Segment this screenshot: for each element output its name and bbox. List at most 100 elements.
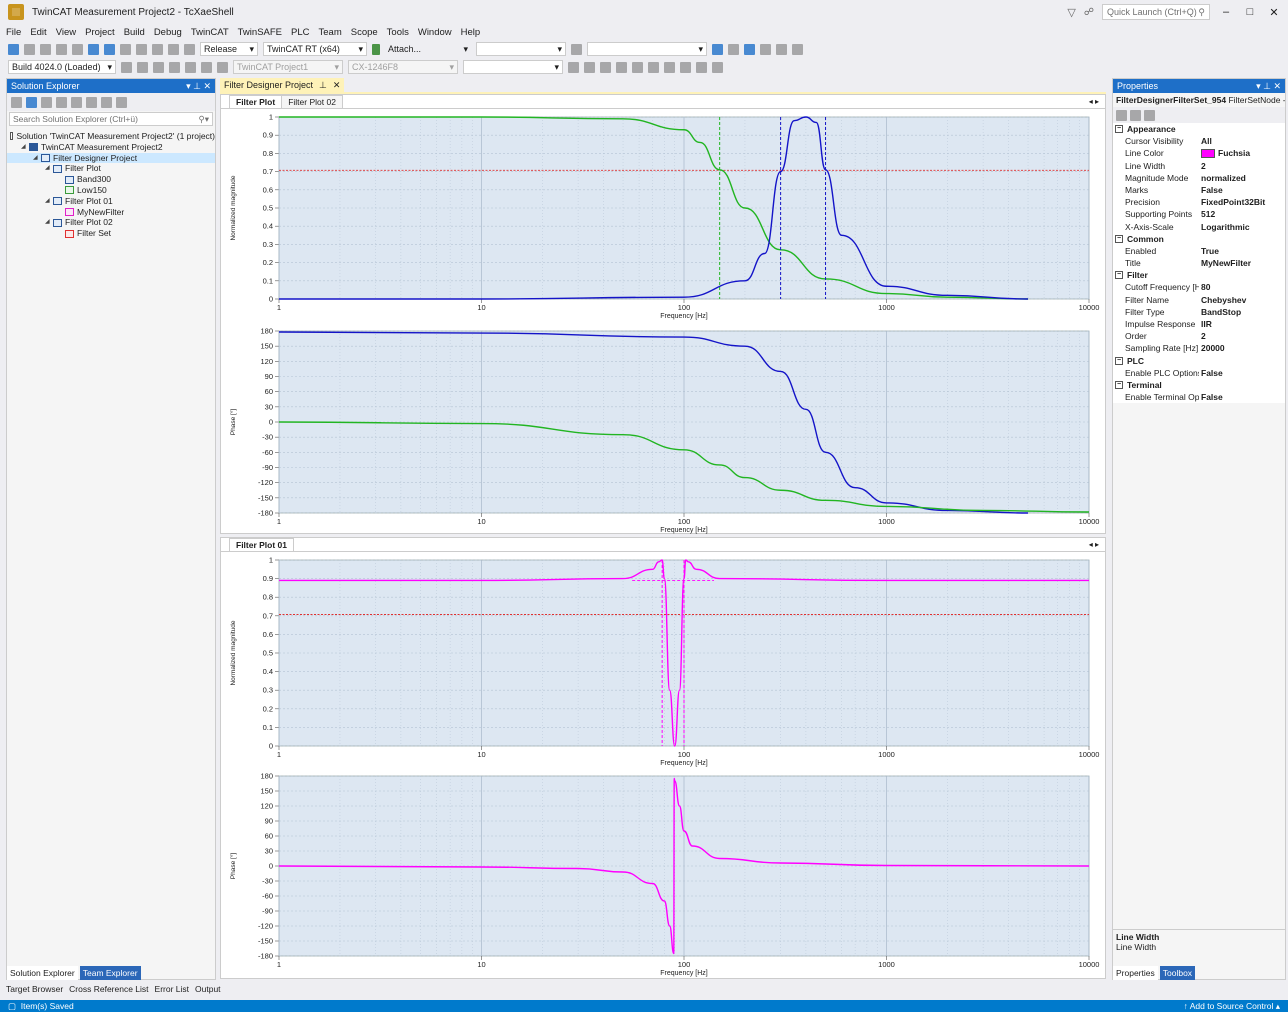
pin-icon[interactable]: ⊥ [319,79,327,90]
tab-target-browser[interactable]: Target Browser [6,984,64,994]
restart-config-icon[interactable] [153,61,164,73]
menu-help[interactable]: Help [460,26,481,38]
tab-error-list[interactable]: Error List [154,984,190,994]
scan-icon[interactable] [185,61,196,73]
property-pages-icon[interactable] [1144,109,1155,121]
minimize-button[interactable]: – [1222,6,1230,18]
target-system-select[interactable]: CX-1246F8 ▾ [348,60,458,74]
filter-icon[interactable]: ▽ [1067,6,1076,19]
save-all-icon[interactable] [104,43,115,55]
collapse-icon[interactable]: − [1115,356,1123,365]
properties-wrench-icon[interactable] [101,96,112,108]
close-icon[interactable]: ✕ [332,79,341,90]
step-into-icon[interactable] [648,61,659,73]
property-row[interactable]: Enable PLC Options False [1113,367,1285,379]
step-out-icon[interactable] [664,61,675,73]
breakpoint-icon[interactable] [680,61,691,73]
new-project-icon[interactable] [40,43,51,55]
menu-project[interactable]: Project [85,26,115,38]
source-control-button[interactable]: ↑ Add to Source Control ▴ [1183,1000,1280,1011]
paste-icon[interactable] [152,43,163,55]
property-row[interactable]: Cutoff Frequency [Hz]80 [1113,281,1285,293]
find-icon[interactable] [571,43,582,55]
tab-filter-plot-01[interactable]: Filter Plot 01 [229,538,295,551]
write-values-icon[interactable] [696,61,707,73]
switch-views-icon[interactable] [56,96,67,108]
plc-combo[interactable]: ▾ [463,60,563,74]
solution-search-input[interactable]: Search Solution Explorer (Ctrl+ü) ⚲▾ [9,112,213,126]
expand-arrow-icon[interactable]: ◢ [21,143,26,150]
toolbox-icon[interactable] [760,43,771,55]
step-over-icon[interactable] [632,61,643,73]
tree-item[interactable]: ◢ Filter Designer Project [7,152,215,164]
property-row[interactable]: Marks False [1113,184,1285,196]
collapse-icon[interactable]: − [1115,271,1123,280]
tree-item[interactable]: Solution 'TwinCAT Measurement Project2' … [7,131,215,142]
menu-tools[interactable]: Tools [386,26,409,38]
tab-filter-plot[interactable]: Filter Plot [229,95,283,108]
feedback-icon[interactable]: ☍ [1083,6,1094,18]
tree-item[interactable]: Band300 [7,174,215,185]
expand-arrow-icon[interactable]: ◢ [45,197,50,204]
close-button[interactable]: ✕ [1269,6,1279,19]
object-browser-icon[interactable] [744,43,755,55]
property-row[interactable]: Sampling Rate [Hz] 20000 [1113,342,1285,354]
tree-item[interactable]: MyNewFilter [7,207,215,218]
property-row[interactable]: Precision FixedPoint32Bit [1113,196,1285,208]
platform-select[interactable]: TwinCAT RT (x64) ▾ [263,42,367,56]
tab-filter-designer-project[interactable]: Filter Designer Project ⊥ ✕ [220,78,345,92]
property-row[interactable]: Line Width 2 [1113,160,1285,172]
property-row[interactable]: Enabled True [1113,245,1285,257]
property-category[interactable]: − Appearance [1113,123,1285,135]
cut-icon[interactable] [120,43,131,55]
tree-item[interactable]: Low150 [7,185,215,196]
toggle-free-run-icon[interactable] [201,61,212,73]
tab-team-explorer[interactable]: Team Explorer [79,966,141,980]
quick-launch-input[interactable]: Quick Launch (Ctrl+Q) ⚲ [1102,4,1210,20]
logout-icon[interactable] [616,61,627,73]
tab-scroll-icon[interactable]: ◂ ▸ [1088,540,1099,549]
menu-view[interactable]: View [55,26,77,38]
menu-team[interactable]: Team [318,26,342,38]
expand-arrow-icon[interactable]: ◢ [45,219,50,226]
tab-filter-plot-02[interactable]: Filter Plot 02 [281,95,343,108]
reload-devices-icon[interactable] [169,61,180,73]
menu-twincat[interactable]: TwinCAT [190,26,229,38]
tab-toolbox[interactable]: Toolbox [1159,966,1196,980]
tab-properties[interactable]: Properties [1113,966,1158,980]
tab-output[interactable]: Output [195,984,221,994]
home-icon[interactable] [41,96,52,108]
attach-button[interactable]: Attach... ▾ [388,43,468,55]
properties-object-select[interactable]: FilterDesignerFilterSet_954 FilterSetNod… [1116,95,1285,105]
property-row[interactable]: Title MyNewFilter [1113,257,1285,269]
tab-solution-explorer[interactable]: Solution Explorer [7,966,78,980]
configuration-select[interactable]: Release ▾ [200,42,258,56]
properties-icon[interactable] [728,43,739,55]
force-icon[interactable] [217,61,228,73]
redo-icon[interactable] [184,43,195,55]
extensions-icon[interactable] [776,43,787,55]
pending-changes-icon[interactable] [71,96,82,108]
add-item-icon[interactable] [56,43,67,55]
collapse-icon[interactable]: − [1115,234,1123,243]
tree-item[interactable]: ◢ Filter Plot [7,163,215,174]
property-category[interactable]: − Terminal [1113,379,1285,391]
forward-icon[interactable] [24,43,35,55]
property-category[interactable]: − PLC [1113,355,1285,367]
save-icon[interactable] [88,43,99,55]
expand-arrow-icon[interactable]: ◢ [33,154,38,161]
expand-arrow-icon[interactable]: ◢ [45,165,50,172]
tab-cross-reference-list[interactable]: Cross Reference List [69,984,149,994]
maximize-button[interactable]: □ [1246,6,1254,18]
property-category[interactable]: − Common [1113,233,1285,245]
alphabetical-icon[interactable] [1130,109,1141,121]
sync-icon[interactable] [86,96,97,108]
open-icon[interactable] [72,43,83,55]
back-icon[interactable] [11,96,22,108]
forward-icon[interactable] [26,96,37,108]
login-icon[interactable] [568,61,579,73]
start-page-icon[interactable] [792,43,803,55]
menu-debug[interactable]: Debug [153,26,182,38]
menu-window[interactable]: Window [417,26,452,38]
